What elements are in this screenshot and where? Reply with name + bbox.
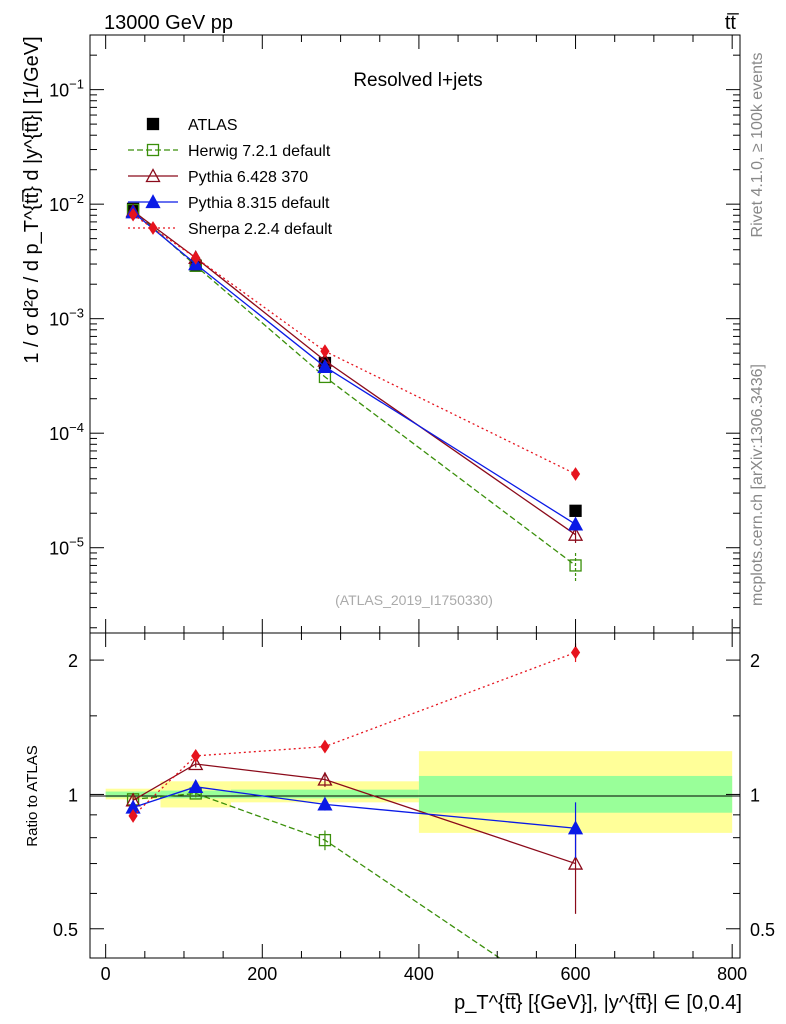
ratio-line-pythia-8-315-default [132,786,576,829]
ratio-xtick-label: 0 [101,964,111,984]
main-line-pythia-8-315-default [132,211,576,525]
ratio-point-sherpa-2-2-4-default [191,748,201,763]
legend: ATLAS Herwig 7.2.1 default Pythia 6.428 37… [128,117,333,238]
main-point-pythia-8-315-default [567,516,584,531]
ratio-point-sherpa-2-2-4-default [320,739,330,754]
main-ytick-label: 10−3 [49,306,84,330]
ratio-xtick-label: 400 [404,964,434,984]
ratio-ytick-label: 2 [68,651,78,671]
ratio-line-sherpa-2-2-4-default [132,651,576,817]
main-point-sherpa-2-2-4-default [320,344,330,359]
rivet-label: Rivet 4.1.0, ≥ 100k events [749,53,766,238]
legend-marker-sherpa-2-2-4-default [148,221,158,235]
ratio-point-pythia-6-428-370 [317,771,333,786]
main-point-sherpa-2-2-4-default [570,467,581,481]
main-y-axis-label: 1 / σ d²σ / d p_T^{tt̅} d |y^{tt̅}| [1/G… [21,36,43,363]
main-point-pythia-6-428-370 [567,526,584,541]
mcplots-label: mcplots.cern.ch [arXiv:1306.3436] [749,364,766,606]
ratio-point-pythia-6-428-370 [188,756,204,771]
ratio-panel: 0.5 0.5 1 1 2 2 0 200 400 600 800 Ratio to ATLAS p… [24,632,775,1014]
main-axis-ticks: 10−5 10−4 10−3 10−2 10−1 [49,35,740,633]
header-energy: 13000 GeV pp [104,12,233,34]
ratio-ytick-label-right: 0.5 [750,920,775,940]
ratio-point-pythia-8-315-default [188,778,204,793]
ratio-clipped-group [125,643,584,958]
ratio-xtick-label: 200 [247,964,277,984]
ratio-line-pythia-6-428-370 [132,763,576,865]
ratio-line-herwig-7-2-1-default [133,792,501,958]
ratio-ytick-label: 1 [68,785,78,805]
ratio-point-sherpa-2-2-4-default [128,809,138,823]
legend-marker-atlas [146,117,160,131]
ratio-point-sherpa-2-2-4-default [570,645,581,660]
ratio-axis-ticks: 0.5 0.5 1 1 2 2 0 200 400 600 800 [53,633,775,984]
header-process: tt̅ [725,12,739,34]
legend-label-herwig-7-2-1-default: Herwig 7.2.1 default [188,143,331,160]
main-line-sherpa-2-2-4-default [132,214,576,475]
main-point-sherpa-2-2-4-default [191,250,201,265]
ratio-ytick-label: 0.5 [53,920,78,940]
ratio-band-inner [230,789,419,799]
main-line-pythia-6-428-370 [132,210,576,536]
legend-label-sherpa-2-2-4-default: Sherpa 2.2.4 default [188,221,333,238]
main-ytick-label: 10−5 [49,535,84,559]
ratio-point-pythia-8-315-default [567,820,584,835]
ratio-xtick-label: 800 [717,964,747,984]
main-point-pythia-8-315-default [317,358,333,373]
legend-label-atlas: ATLAS [188,117,238,134]
ratio-frame [89,632,741,959]
x-axis-label: p_T^{tt̅} [{GeV}], |y^{tt̅}| ∈ [0,0.4] [454,992,742,1014]
main-ytick-label: 10−1 [49,77,84,101]
main-ytick-label: 10−2 [49,191,84,215]
legend-label-pythia-6-428-370: Pythia 6.428 370 [188,169,308,186]
legend-marker-pythia-6-428-370 [145,168,161,183]
main-panel: 10−5 10−4 10−3 10−2 10−1 Resolved l+jets (AT… [21,34,741,634]
ratio-xtick-label: 600 [561,964,591,984]
legend-label-pythia-8-315-default: Pythia 8.315 default [188,195,330,212]
ratio-ytick-label-right: 2 [750,651,760,671]
main-point-sherpa-2-2-4-default [128,207,138,222]
ratio-point-pythia-8-315-default [317,796,333,811]
main-series-group [125,202,584,583]
ratio-series-group [125,643,584,958]
main-ytick-label: 10−4 [49,420,84,444]
main-point-herwig-7-2-1-default [569,559,582,572]
plot-title: Resolved l+jets [353,70,482,91]
legend-marker-pythia-8-315-default [145,194,161,209]
ratio-point-pythia-6-428-370 [567,855,584,870]
analysis-id: (ATLAS_2019_I1750330) [335,592,493,608]
main-point-atlas [569,504,582,517]
ratio-ytick-label-right: 1 [750,785,760,805]
ratio-point-herwig-7-2-1-default [318,833,332,847]
ratio-y-axis-label: Ratio to ATLAS [24,745,41,846]
legend-marker-herwig-7-2-1-default [146,143,160,157]
